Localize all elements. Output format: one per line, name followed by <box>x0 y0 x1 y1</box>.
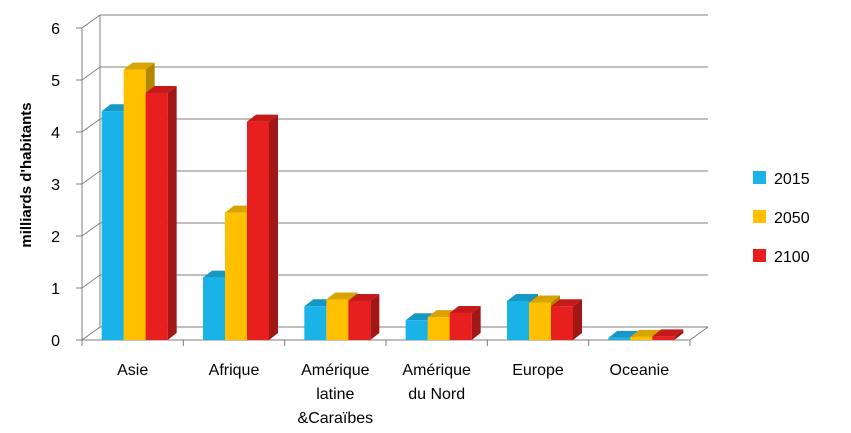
bar-front <box>225 212 247 340</box>
bar-side <box>167 86 177 340</box>
bar-top <box>630 329 662 337</box>
bar-top <box>348 294 380 301</box>
side-gridline <box>81 14 101 29</box>
bar <box>652 329 684 340</box>
side-gridline <box>81 66 101 81</box>
bars-layer <box>101 62 684 340</box>
y-tick-label: 4 <box>51 125 60 142</box>
y-tick-label: 2 <box>51 229 60 246</box>
y-tick-label: 0 <box>51 333 60 350</box>
bar-front <box>348 301 371 340</box>
bar-front <box>449 312 472 340</box>
bar <box>247 114 278 340</box>
bar-side <box>269 114 278 340</box>
bar-top <box>326 292 358 300</box>
bar-front <box>529 302 551 340</box>
bar <box>551 299 582 340</box>
category-label: Asie <box>117 362 148 379</box>
legend-item: 2050 <box>753 210 810 227</box>
side-gridline <box>81 326 101 341</box>
bar <box>145 86 177 340</box>
category-labels: Asie Afrique Amérique latine &Caraïbes Amériq… <box>81 340 691 427</box>
bar-front <box>427 317 450 340</box>
bar-front <box>304 306 327 340</box>
bar-front <box>247 121 269 340</box>
legend-item: 2015 <box>753 171 810 188</box>
side-gridline <box>81 170 101 185</box>
category-label: Europe <box>512 362 564 379</box>
category-label: Amérique du Nord <box>402 362 471 403</box>
side-gridline <box>81 118 101 133</box>
legend-label: 2100 <box>774 249 810 266</box>
y-tick-label: 5 <box>51 73 60 90</box>
bar-front <box>507 301 529 340</box>
bar <box>449 305 481 340</box>
legend-swatch <box>753 249 766 262</box>
bar-side <box>471 305 481 340</box>
bar-front <box>123 69 146 340</box>
side-gridline <box>81 274 101 289</box>
bar-top <box>551 299 582 307</box>
category-label: Amérique latine &Caraïbes <box>298 362 374 427</box>
bar-top <box>652 329 684 337</box>
bar-front <box>145 93 168 340</box>
bar-top <box>529 295 560 303</box>
bar-top <box>247 114 278 122</box>
bar-top <box>507 294 538 301</box>
y-tick-label: 6 <box>51 21 60 38</box>
category-label: Oceanie <box>610 362 670 379</box>
category-label: Afrique <box>209 362 260 379</box>
y-tick-label: 1 <box>51 281 60 298</box>
bar-top <box>123 62 155 70</box>
bar-top <box>449 305 481 313</box>
side-gridline <box>81 222 101 237</box>
y-tick-labels: 0 1 2 3 4 5 6 <box>51 21 82 350</box>
bar-front <box>630 336 653 340</box>
bar-front <box>405 320 428 340</box>
y-tick-label: 3 <box>51 177 60 194</box>
bar-front <box>551 306 573 340</box>
bar-front <box>608 337 631 340</box>
legend-item: 2100 <box>753 249 810 266</box>
bar-front <box>203 277 225 340</box>
legend: 2015 2050 2100 <box>753 171 810 266</box>
legend-swatch <box>753 210 766 223</box>
bar-side <box>370 294 380 340</box>
bar-front <box>652 336 675 340</box>
bar-front <box>326 299 349 340</box>
bar <box>348 294 380 340</box>
bar-side <box>573 299 582 340</box>
legend-label: 2015 <box>774 171 810 188</box>
bar-front <box>101 111 124 340</box>
y-axis-title: milliards d'habitants <box>18 102 35 247</box>
bar-top <box>145 86 177 93</box>
legend-label: 2050 <box>774 210 810 227</box>
bar-side <box>674 329 684 340</box>
legend-swatch <box>753 171 766 184</box>
